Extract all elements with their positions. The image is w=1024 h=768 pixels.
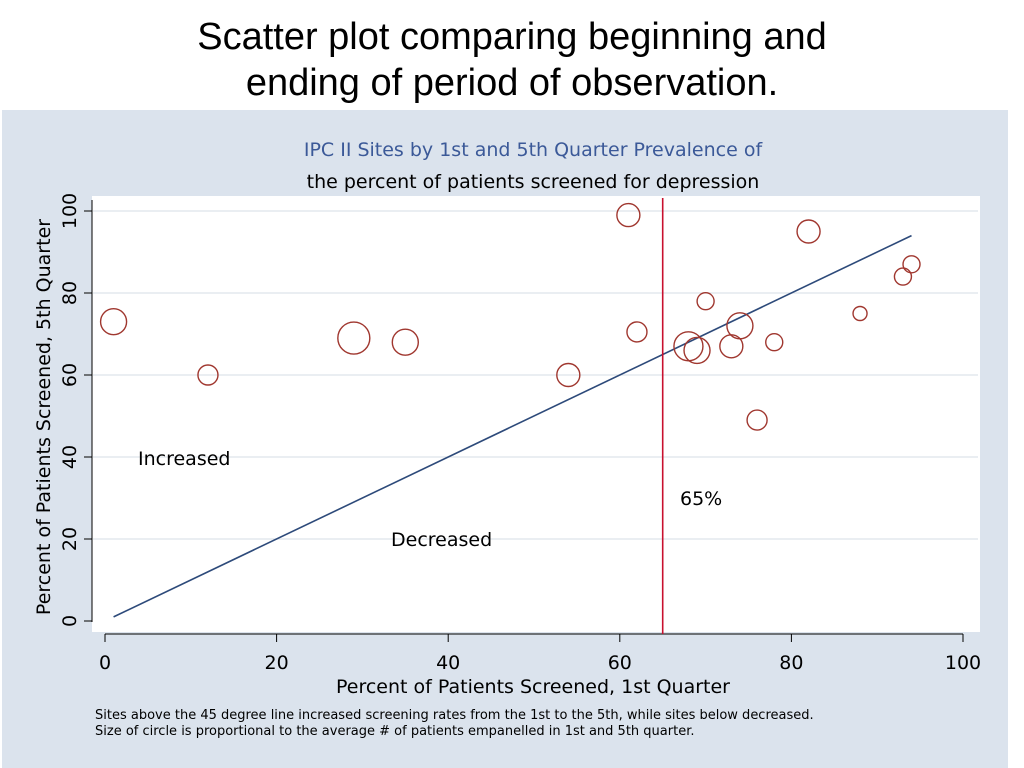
reference-45-degree-line xyxy=(113,234,912,618)
scatter-point xyxy=(746,409,768,431)
chart-title: IPC II Sites by 1st and 5th Quarter Prev… xyxy=(304,139,764,161)
x-tick-label: 0 xyxy=(99,652,111,674)
reference-line-group xyxy=(113,198,912,634)
scatter-point xyxy=(852,305,868,322)
slide-title: Scatter plot comparing beginning and end… xyxy=(0,14,1024,106)
annotation-decreased: Decreased xyxy=(391,529,492,551)
scatter-point xyxy=(197,364,219,386)
x-tick-label: 20 xyxy=(265,652,289,674)
grid-lines xyxy=(93,210,978,540)
scatter-point xyxy=(683,336,711,365)
annotation-increased: Increased xyxy=(138,448,230,470)
tick-marks: 0 20 40 60 80 100 0 20 40 60 80 100 xyxy=(59,193,981,674)
scatter-point xyxy=(99,308,128,336)
axes xyxy=(91,200,963,635)
y-axis-label: Percent of Patients Screened, 5th Quarte… xyxy=(33,219,55,615)
y-tick-label: 100 xyxy=(59,193,81,229)
y-tick-label: 40 xyxy=(59,445,81,469)
chart-subtitle: the percent of patients screened for dep… xyxy=(307,171,760,193)
note-line-1: Sites above the 45 degree line increased… xyxy=(95,708,814,723)
y-tick-label: 0 xyxy=(59,615,81,627)
scatter-point xyxy=(726,312,754,340)
x-axis-label: Percent of Patients Screened, 1st Quarte… xyxy=(336,676,730,698)
plot-area xyxy=(92,196,980,632)
data-markers xyxy=(99,202,921,431)
x-tick-label: 100 xyxy=(945,652,981,674)
x-tick-label: 80 xyxy=(779,652,803,674)
scatter-point xyxy=(893,267,913,286)
x-tick-label: 60 xyxy=(608,652,632,674)
y-tick-label: 20 xyxy=(59,527,81,551)
note-line-2: Size of circle is proportional to the av… xyxy=(95,724,694,739)
x-tick-label: 40 xyxy=(436,652,460,674)
scatter-point xyxy=(626,321,648,343)
vline-label: 65% xyxy=(680,488,722,510)
scatter-point xyxy=(902,255,921,274)
scatter-point xyxy=(556,362,581,388)
scatter-point xyxy=(796,219,821,244)
y-tick-label: 60 xyxy=(59,363,81,387)
scatter-point xyxy=(696,292,715,311)
slide-title-line-1: Scatter plot comparing beginning and xyxy=(197,16,827,58)
scatter-point xyxy=(391,328,419,356)
scatter-point xyxy=(765,333,784,352)
scatter-point xyxy=(337,321,371,355)
scatter-point xyxy=(616,202,641,228)
y-tick-label: 80 xyxy=(59,281,81,305)
slide-title-line-2: ending of period of observation. xyxy=(245,62,779,104)
